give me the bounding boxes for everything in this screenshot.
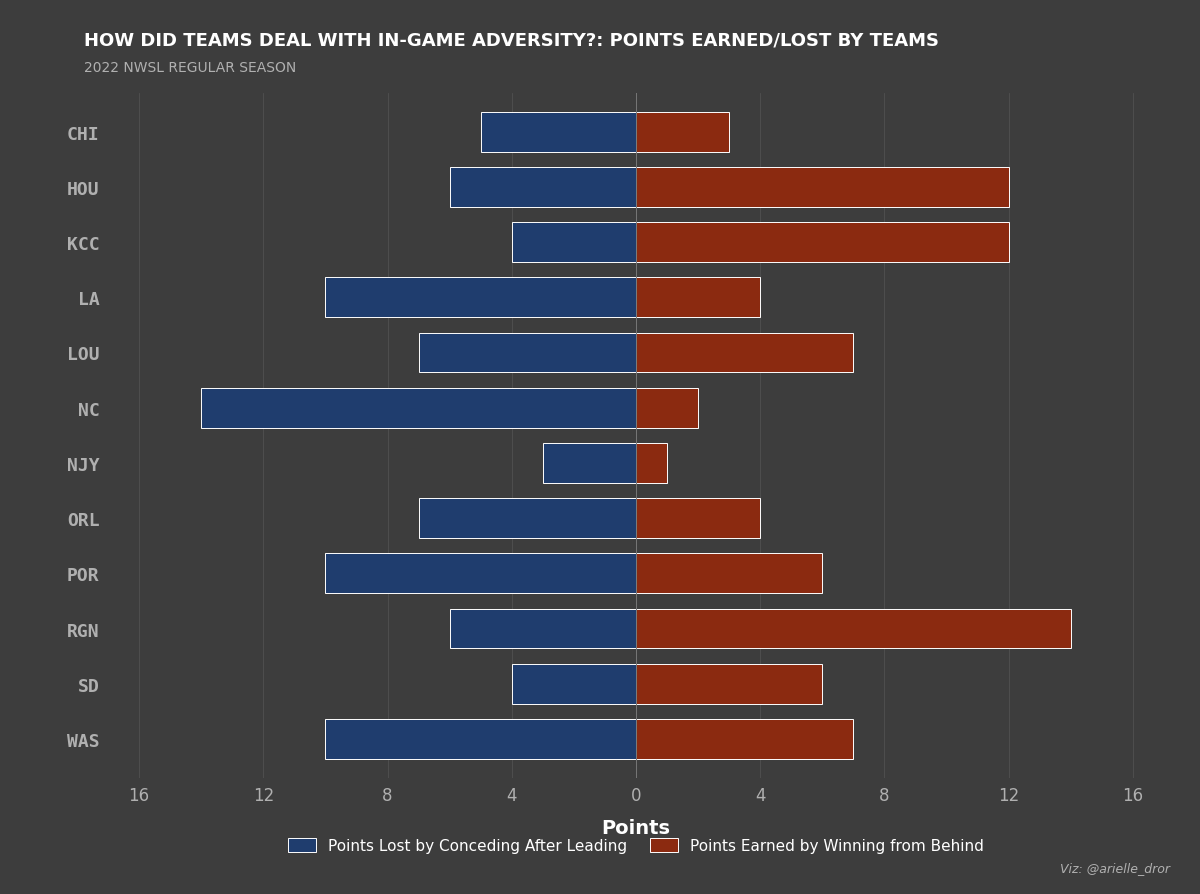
Bar <box>419 333 636 373</box>
Bar <box>542 443 636 484</box>
Bar <box>636 664 822 704</box>
Bar <box>325 720 636 759</box>
Bar <box>511 664 636 704</box>
Text: HOW DID TEAMS DEAL WITH IN-GAME ADVERSITY?: POINTS EARNED/LOST BY TEAMS: HOW DID TEAMS DEAL WITH IN-GAME ADVERSIT… <box>84 31 940 49</box>
Bar <box>636 720 853 759</box>
Bar <box>636 278 761 317</box>
Bar <box>636 113 730 152</box>
Bar <box>450 609 636 649</box>
Bar <box>636 499 761 538</box>
Bar <box>636 554 822 594</box>
Bar <box>450 168 636 207</box>
Bar <box>325 278 636 317</box>
Bar <box>636 609 1070 649</box>
Bar <box>419 499 636 538</box>
Bar <box>511 223 636 263</box>
Bar <box>636 443 667 484</box>
Text: Viz: @arielle_dror: Viz: @arielle_dror <box>1060 861 1170 874</box>
Bar <box>325 554 636 594</box>
Bar <box>636 168 1009 207</box>
Legend: Points Lost by Conceding After Leading, Points Earned by Winning from Behind: Points Lost by Conceding After Leading, … <box>282 831 990 859</box>
Text: 2022 NWSL REGULAR SEASON: 2022 NWSL REGULAR SEASON <box>84 61 296 75</box>
Bar <box>481 113 636 152</box>
Bar <box>636 223 1009 263</box>
Bar <box>202 388 636 428</box>
Bar <box>636 388 698 428</box>
Bar <box>636 333 853 373</box>
X-axis label: Points: Points <box>601 818 671 837</box>
